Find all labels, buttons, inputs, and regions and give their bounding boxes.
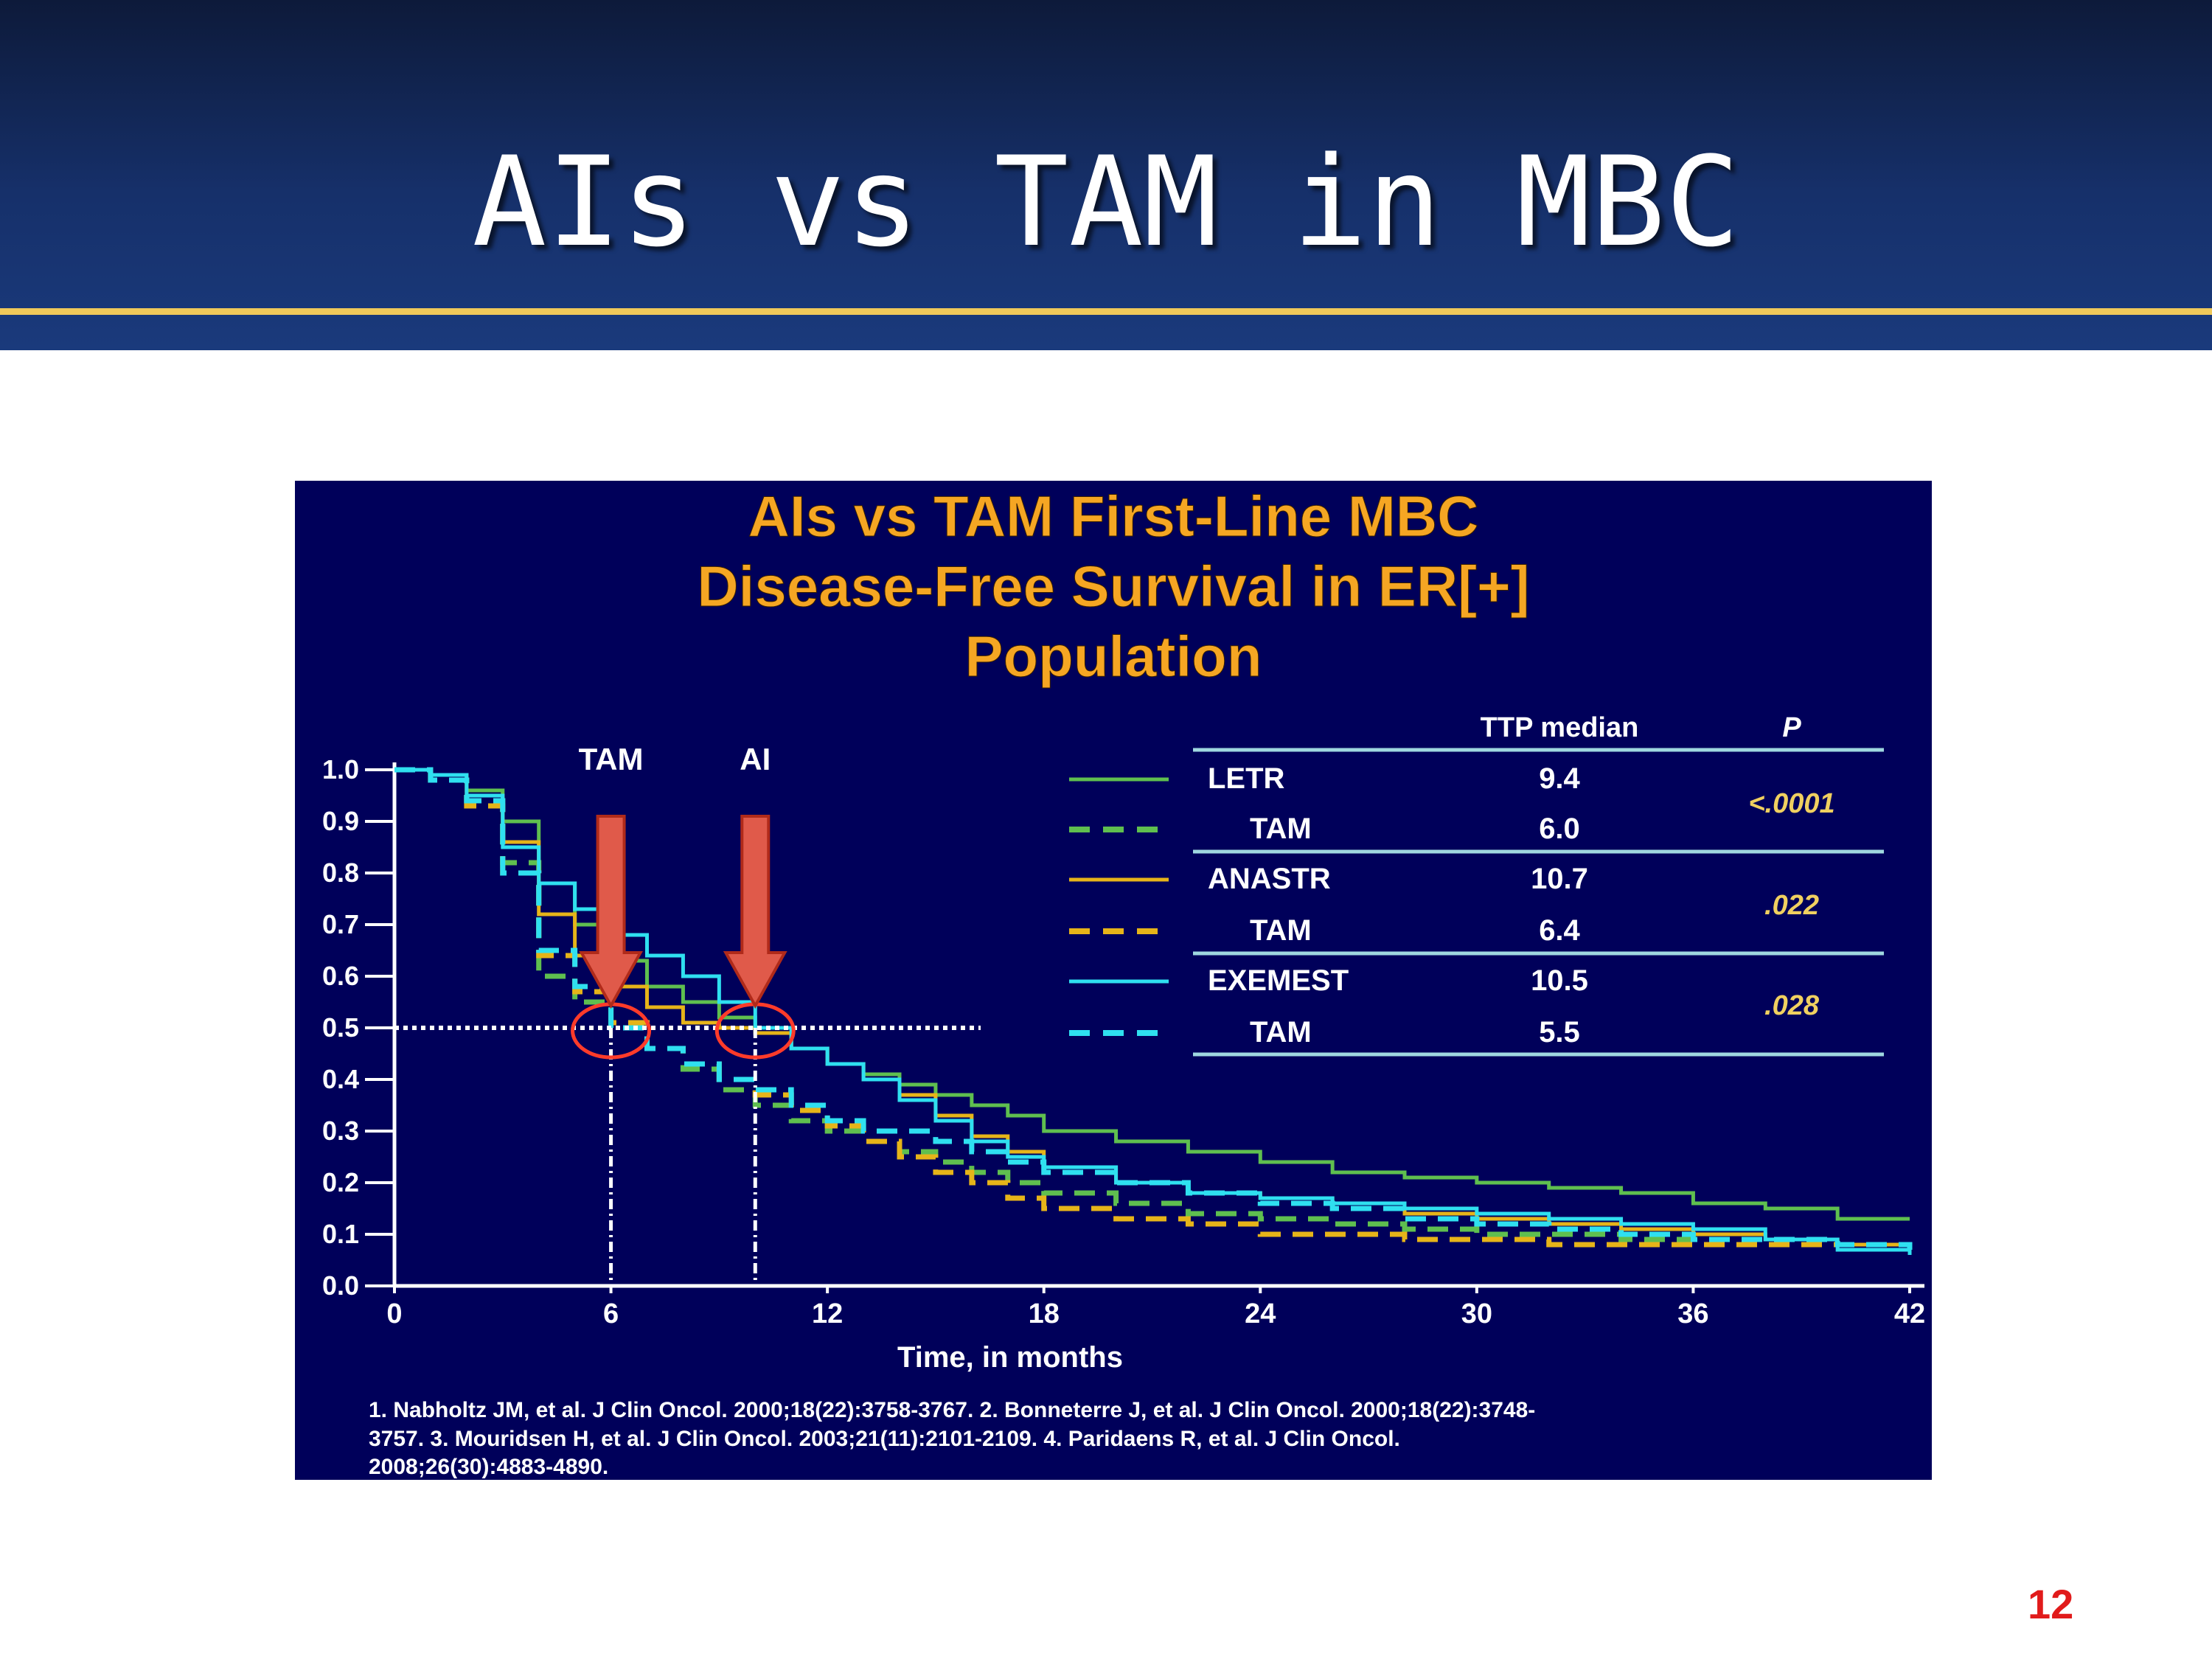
y-tick-label: 0.3 — [322, 1116, 359, 1146]
reference-line: 3757. 3. Mouridsen H, et al. J Clin Onco… — [369, 1427, 1400, 1451]
y-tick-label: 0.1 — [322, 1219, 359, 1249]
table-row-label: LETR — [1208, 762, 1285, 795]
x-tick-label: 36 — [1677, 1298, 1708, 1329]
x-tick-label: 0 — [386, 1298, 402, 1329]
table-row-median: 9.4 — [1539, 762, 1580, 795]
x-tick-label: 18 — [1029, 1298, 1060, 1329]
x-tick-label: 42 — [1894, 1298, 1925, 1329]
table-row-label: ANASTR — [1208, 863, 1331, 895]
header-divider — [0, 308, 2212, 315]
y-tick-label: 0.6 — [322, 961, 359, 991]
chart-title-line: Population — [965, 624, 1262, 689]
x-axis-label: Time, in months — [897, 1341, 1123, 1374]
table-row-label: TAM — [1250, 1016, 1312, 1048]
y-tick-label: 0.9 — [322, 806, 359, 836]
y-tick-label: 0.0 — [322, 1270, 359, 1301]
slide-header: AIs vs TAM in MBC — [0, 0, 2212, 350]
table-row-median: 6.0 — [1539, 813, 1580, 845]
table-header-median: TTP median — [1481, 712, 1639, 743]
y-tick-label: 1.0 — [322, 754, 359, 785]
table-header-p: P — [1782, 712, 1801, 743]
table-row-median: 10.5 — [1531, 964, 1588, 997]
survival-curve — [394, 767, 1913, 1250]
annotation-label: AI — [740, 742, 771, 776]
table-row-median: 6.4 — [1539, 914, 1580, 947]
table-p-value: .028 — [1764, 990, 1820, 1021]
annotation-arrow — [579, 815, 643, 1009]
table-p-value: .022 — [1764, 890, 1819, 921]
table-row-median: 10.7 — [1531, 863, 1588, 895]
y-tick-label: 0.4 — [322, 1064, 359, 1094]
survival-curve — [394, 768, 1912, 1255]
x-tick-label: 30 — [1461, 1298, 1492, 1329]
annotation-label: TAM — [579, 742, 644, 776]
table-p-value: <.0001 — [1748, 788, 1834, 819]
annotation-arrow — [723, 815, 787, 1009]
table-row-label: EXEMEST — [1208, 964, 1349, 997]
chart-title-line: Disease-Free Survival in ER[+] — [697, 554, 1529, 619]
y-tick-label: 0.5 — [322, 1012, 359, 1043]
y-tick-label: 0.2 — [322, 1167, 359, 1197]
reference-line: 2008;26(30):4883-4890. — [369, 1455, 608, 1479]
x-tick-label: 12 — [812, 1298, 843, 1329]
y-tick-label: 0.7 — [322, 909, 359, 939]
slide-title: AIs vs TAM in MBC — [472, 130, 1740, 274]
chart-panel: AIs vs TAM First-Line MBC Disease-Free Su… — [295, 481, 1932, 1480]
table-row-median: 5.5 — [1539, 1016, 1580, 1048]
reference-line: 1. Nabholtz JM, et al. J Clin Oncol. 200… — [369, 1398, 1535, 1422]
x-tick-label: 24 — [1245, 1298, 1276, 1329]
table-row-label: TAM — [1250, 914, 1312, 947]
x-tick-label: 6 — [603, 1298, 619, 1329]
y-tick-label: 0.8 — [322, 858, 359, 888]
chart-title-line: AIs vs TAM First-Line MBC — [748, 484, 1479, 549]
table-row-label: TAM — [1250, 813, 1312, 845]
page-number: 12 — [2028, 1581, 2074, 1627]
survival-curve — [394, 767, 1910, 1248]
